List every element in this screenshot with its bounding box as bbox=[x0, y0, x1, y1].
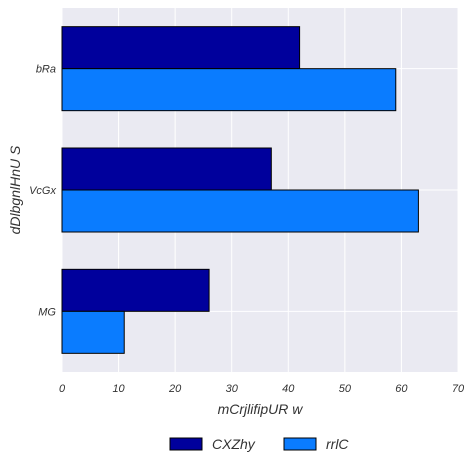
bars bbox=[61, 26, 419, 354]
y-axis-label: dDlbgnlHnU S bbox=[7, 145, 23, 234]
y-tick-label: VcGx bbox=[29, 185, 56, 197]
y-tick-labels: bRa VcGx MG bbox=[29, 64, 56, 319]
x-tick-label: 30 bbox=[226, 383, 239, 395]
x-tick-label: 20 bbox=[168, 383, 182, 395]
x-tick-label: 0 bbox=[59, 383, 66, 395]
x-tick-label: 40 bbox=[282, 383, 295, 395]
x-tick-labels: 0 10 20 30 40 50 60 70 bbox=[59, 383, 465, 395]
bar-CXZhy-VcGx bbox=[61, 147, 272, 191]
bar-rrlC-bRa bbox=[61, 68, 397, 112]
x-tick-label: 10 bbox=[112, 383, 125, 395]
bar-CXZhy-bRa bbox=[61, 26, 301, 70]
bar-rrlC-VcGx bbox=[61, 189, 419, 233]
x-tick-label: 60 bbox=[395, 383, 408, 395]
y-tick-label: bRa bbox=[36, 64, 56, 76]
bar-rrlC-MG bbox=[61, 310, 125, 354]
x-tick-label: 70 bbox=[452, 383, 465, 395]
bar-CXZhy-MG bbox=[61, 268, 210, 312]
legend-swatch bbox=[169, 437, 203, 451]
legend-label: rrlC bbox=[326, 436, 349, 452]
x-tick-label: 50 bbox=[339, 383, 352, 395]
legend-label: CXZhy bbox=[212, 436, 256, 452]
legend-swatch bbox=[283, 437, 317, 451]
x-axis-label: mCrjlifipUR w bbox=[218, 401, 304, 417]
y-tick-label: MG bbox=[38, 306, 56, 318]
legend: CXZhy rrlC bbox=[169, 436, 349, 452]
